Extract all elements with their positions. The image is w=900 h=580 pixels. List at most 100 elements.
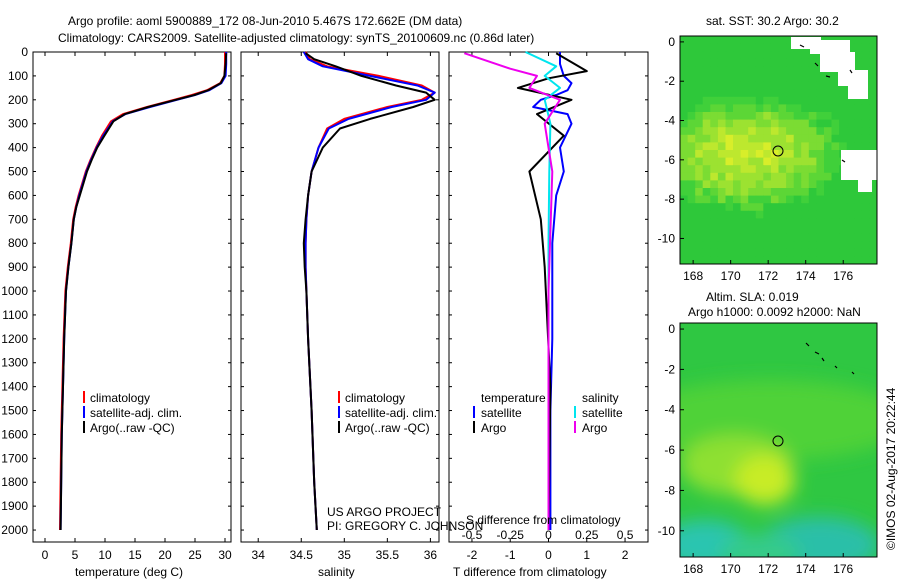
sst-cell	[793, 112, 802, 121]
sst-cell	[680, 218, 689, 227]
sst-cell	[680, 104, 689, 113]
sst-cell	[869, 248, 877, 257]
sst-cell	[831, 218, 840, 227]
legend-argo-label: Argo(..raw -QC)	[345, 421, 430, 435]
sst-cell	[695, 51, 704, 60]
sst-cell	[824, 134, 833, 143]
sst-missing-area	[838, 70, 868, 86]
sst-cell	[786, 150, 795, 159]
sst-cell	[831, 188, 840, 197]
sst-cell	[786, 104, 795, 113]
sst-cell	[861, 134, 870, 143]
sst-map-title: sat. SST: 30.2 Argo: 30.2	[706, 14, 839, 28]
sst-cell	[831, 195, 840, 204]
sst-cell	[687, 127, 696, 136]
sst-cell	[763, 165, 772, 174]
sst-cell	[687, 66, 696, 75]
sst-cell	[702, 203, 711, 212]
depth-tick-label: 1900	[1, 499, 28, 513]
sst-cell	[725, 241, 734, 250]
sst-cell	[861, 248, 870, 257]
sst-cell	[786, 172, 795, 181]
depth-tick-label: 500	[8, 165, 28, 179]
sst-cell	[793, 150, 802, 159]
sst-cell	[854, 226, 863, 235]
sst-cell	[710, 66, 719, 75]
sst-cell	[717, 58, 727, 67]
sst-cell	[680, 96, 689, 105]
sst-cell	[748, 210, 757, 219]
sst-cell	[793, 195, 802, 204]
sst-cell	[702, 233, 711, 242]
sst-cell	[846, 180, 855, 189]
sst-cell	[854, 119, 863, 128]
sst-cell	[846, 256, 855, 264]
sst-cell	[839, 112, 848, 121]
sst-cell	[770, 36, 780, 45]
sst-cell	[854, 203, 863, 212]
sst-cell	[755, 218, 764, 227]
sst-cell	[763, 157, 772, 166]
sst-cell	[861, 226, 870, 235]
sst-cell	[725, 256, 734, 264]
sst-cell	[687, 210, 696, 219]
sst-cell	[839, 195, 848, 204]
sst-cell	[793, 172, 802, 181]
sst-cell	[778, 210, 787, 219]
sst-cell	[740, 81, 749, 90]
sst-cell	[687, 96, 696, 105]
figure-title-line1: Argo profile: aoml 5900889_172 08-Jun-20…	[68, 14, 462, 28]
sst-cell	[816, 157, 825, 166]
sst-cell	[808, 256, 817, 264]
sst-cell	[733, 66, 742, 75]
sst-cell	[702, 36, 711, 45]
sst-cell	[748, 142, 757, 151]
sst-cell	[687, 256, 696, 264]
sst-cell	[695, 233, 704, 242]
sst-cell	[770, 81, 780, 90]
sst-cell	[717, 142, 727, 151]
map-y-tick-label: -10	[658, 524, 676, 538]
depth-tick-label: 800	[8, 236, 28, 250]
s-difference-axis-label: S difference from climatology	[466, 513, 621, 527]
sst-cell	[824, 157, 833, 166]
sst-cell	[839, 218, 848, 227]
sst-cell	[816, 256, 825, 264]
sst-cell	[869, 58, 877, 67]
sst-cell	[801, 157, 810, 166]
sst-cell	[740, 96, 749, 105]
sst-cell	[717, 119, 727, 128]
sst-cell	[831, 172, 840, 181]
sst-cell	[702, 188, 711, 197]
sst-cell	[755, 112, 764, 121]
sst-cell	[854, 127, 863, 136]
sst-cell	[793, 210, 802, 219]
sst-cell	[710, 210, 719, 219]
sst-cell	[854, 256, 863, 264]
sla-map-title-line1: Altim. SLA: 0.019	[706, 290, 799, 304]
sst-cell	[839, 127, 848, 136]
sst-cell	[786, 96, 795, 105]
sst-cell	[687, 134, 696, 143]
sst-cell	[763, 51, 772, 60]
sst-cell	[717, 248, 727, 257]
depth-tick-label: 100	[8, 69, 28, 83]
sst-cell	[755, 36, 764, 45]
sst-cell	[839, 210, 848, 219]
map-x-tick-label: 172	[758, 562, 778, 576]
sst-cell	[695, 89, 704, 98]
sst-cell	[778, 172, 787, 181]
sst-cell	[846, 119, 855, 128]
sst-cell	[869, 218, 877, 227]
map-x-tick-label: 176	[833, 562, 853, 576]
sst-cell	[740, 112, 749, 121]
sst-cell	[839, 233, 848, 242]
sst-cell	[763, 188, 772, 197]
sst-cell	[793, 51, 802, 60]
map-y-tick-label: -8	[664, 483, 675, 497]
sst-cell	[831, 203, 840, 212]
sst-cell	[869, 104, 877, 113]
sst-cell	[854, 241, 863, 250]
sst-cell	[801, 112, 810, 121]
sst-cell	[717, 188, 727, 197]
